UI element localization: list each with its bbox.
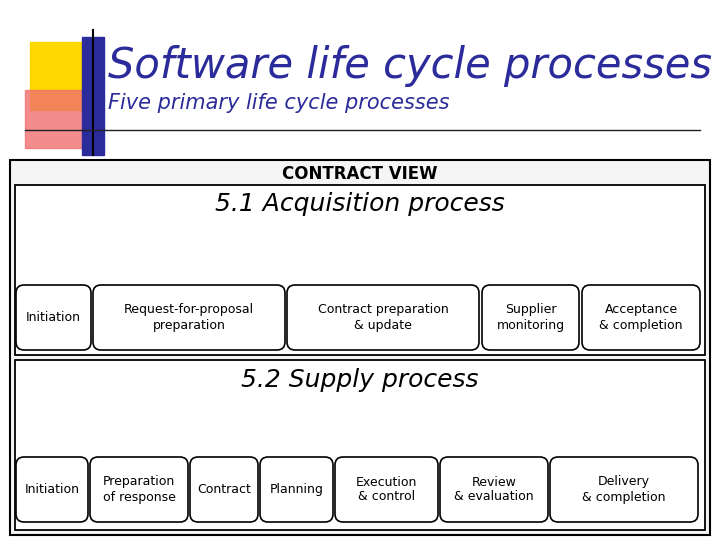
Text: Supplier
monitoring: Supplier monitoring bbox=[496, 303, 564, 332]
Text: Contract: Contract bbox=[197, 483, 251, 496]
Bar bbox=[10, 160, 710, 535]
Bar bbox=[15, 360, 705, 530]
Text: Planning: Planning bbox=[269, 483, 323, 496]
Text: Acceptance
& completion: Acceptance & completion bbox=[599, 303, 683, 332]
Text: Preparation
of response: Preparation of response bbox=[102, 476, 176, 503]
Text: Initiation: Initiation bbox=[26, 311, 81, 324]
FancyBboxPatch shape bbox=[550, 457, 698, 522]
Bar bbox=[25, 90, 93, 148]
Text: Request-for-proposal
preparation: Request-for-proposal preparation bbox=[124, 303, 254, 332]
FancyBboxPatch shape bbox=[260, 457, 333, 522]
FancyBboxPatch shape bbox=[335, 457, 438, 522]
Bar bbox=[15, 185, 705, 355]
Text: CONTRACT VIEW: CONTRACT VIEW bbox=[282, 165, 438, 183]
Text: Execution
& control: Execution & control bbox=[356, 476, 417, 503]
Text: Initiation: Initiation bbox=[24, 483, 79, 496]
FancyBboxPatch shape bbox=[16, 457, 88, 522]
Bar bbox=[30, 42, 102, 110]
Text: 5.2 Supply process: 5.2 Supply process bbox=[241, 368, 479, 392]
FancyBboxPatch shape bbox=[93, 285, 285, 350]
FancyBboxPatch shape bbox=[482, 285, 579, 350]
FancyBboxPatch shape bbox=[190, 457, 258, 522]
Text: Review
& evaluation: Review & evaluation bbox=[454, 476, 534, 503]
Text: Software life cycle processes: Software life cycle processes bbox=[108, 45, 712, 87]
Bar bbox=[82, 37, 104, 155]
FancyBboxPatch shape bbox=[582, 285, 700, 350]
Text: Five primary life cycle processes: Five primary life cycle processes bbox=[108, 93, 449, 113]
Text: Contract preparation
& update: Contract preparation & update bbox=[318, 303, 449, 332]
FancyBboxPatch shape bbox=[287, 285, 479, 350]
FancyBboxPatch shape bbox=[16, 285, 91, 350]
FancyBboxPatch shape bbox=[90, 457, 188, 522]
FancyBboxPatch shape bbox=[440, 457, 548, 522]
Text: 5.1 Acquisition process: 5.1 Acquisition process bbox=[215, 192, 505, 216]
Text: Delivery
& completion: Delivery & completion bbox=[582, 476, 666, 503]
